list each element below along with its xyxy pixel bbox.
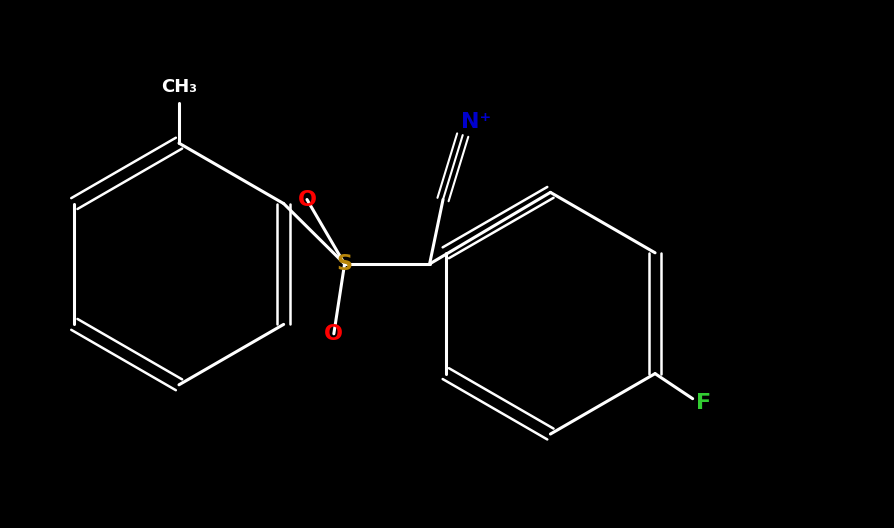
- Text: CH₃: CH₃: [161, 78, 197, 96]
- Text: F: F: [695, 393, 710, 413]
- Text: S: S: [336, 254, 352, 274]
- Text: N⁺: N⁺: [460, 111, 491, 131]
- Text: O: O: [324, 324, 343, 344]
- Text: O: O: [297, 190, 316, 210]
